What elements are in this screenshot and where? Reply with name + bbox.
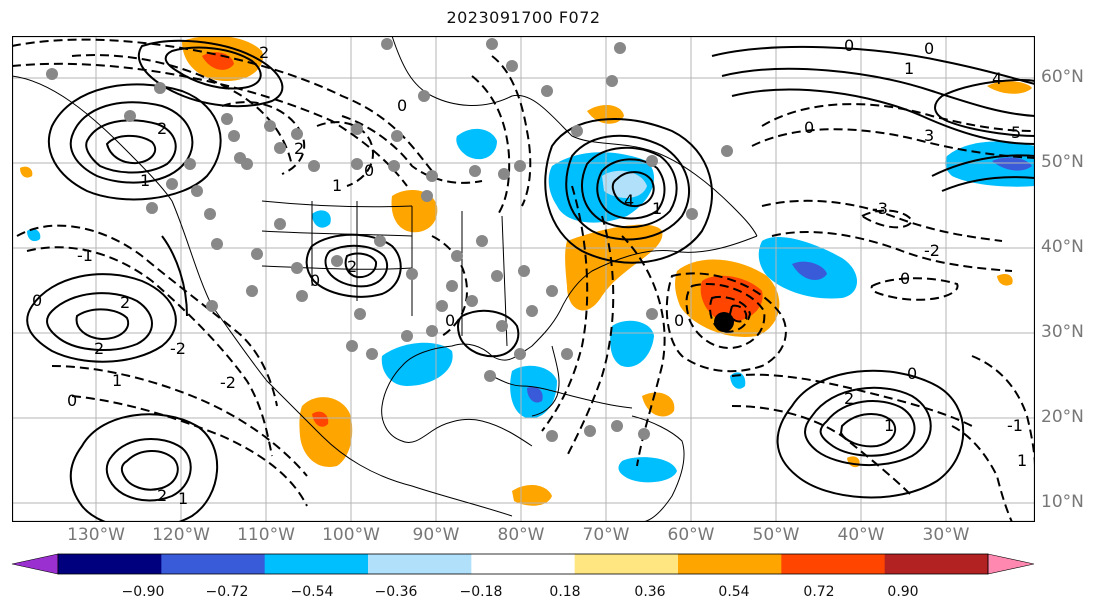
contour-label: 1 <box>1017 451 1027 470</box>
storm-center-marker <box>714 312 734 332</box>
contour-label: 2 <box>347 257 357 276</box>
colorbar-extend-high <box>987 553 1035 575</box>
colorbar-segment <box>574 554 679 574</box>
colorbar-tick: −0.18 <box>459 584 503 600</box>
contour-label: 2 <box>294 139 304 158</box>
contour-label: 0 <box>32 291 42 310</box>
colorbar-tick: 0.36 <box>634 584 666 600</box>
lat-label: 60°N <box>1041 67 1084 87</box>
contour-label: 1 <box>652 199 662 218</box>
contour-label: 0 <box>907 364 917 383</box>
lat-label: 50°N <box>1041 152 1084 172</box>
colorbar-segment <box>471 554 576 574</box>
contour-label: 0 <box>924 39 934 58</box>
colorbar-tick: −0.36 <box>374 584 418 600</box>
contour-label: -2 <box>220 373 236 392</box>
contour-label: 0 <box>310 271 320 290</box>
contour-label: -1 <box>77 246 93 265</box>
colorbar-extend-low <box>11 553 59 575</box>
contour-label: 2 <box>844 389 854 408</box>
colorbar <box>11 553 1035 575</box>
contour-label: -1 <box>1007 416 1023 435</box>
colorbar-tick: 0.18 <box>549 584 581 600</box>
lat-label: 30°N <box>1041 322 1084 342</box>
lon-label: 30°W <box>922 525 970 545</box>
contour-label: 0 <box>397 96 407 115</box>
colorbar-segment <box>678 554 782 574</box>
contour-label: 2 <box>259 43 269 62</box>
contour-label: -2 <box>170 339 186 358</box>
colorbar-tick: 0.72 <box>803 584 835 600</box>
contour-label: 1 <box>904 59 914 78</box>
colorbar-segment <box>884 554 989 574</box>
lat-label: 40°N <box>1041 237 1084 257</box>
positive-contours <box>26 39 1035 522</box>
contour-label: 5 <box>1011 123 1021 142</box>
contour-label: 2 <box>94 339 104 358</box>
colorbar-border <box>57 553 989 575</box>
lon-label: 70°W <box>582 525 630 545</box>
lon-label: 90°W <box>412 525 460 545</box>
lon-label: 50°W <box>752 525 800 545</box>
contour-label: 3 <box>924 126 934 145</box>
contour-label: 1 <box>112 371 122 390</box>
contour-label: 2 <box>120 293 130 312</box>
contour-label: 2 <box>157 119 167 138</box>
colorbar-tick: 0.90 <box>887 584 919 600</box>
contour-label: 4 <box>992 69 1002 88</box>
lon-label: 100°W <box>322 525 380 545</box>
contour-label: 2 <box>157 486 167 505</box>
weather-map: 0 0 1 4 5 3 0 -3 -2 0 0 2 1 -1 1 2 2 2 1… <box>12 36 1035 522</box>
contour-labels: 0 0 1 4 5 3 0 -3 -2 0 0 2 1 -1 1 2 2 2 1… <box>32 36 1027 508</box>
contour-label: 1 <box>178 489 188 508</box>
lon-label: 40°W <box>837 525 885 545</box>
colorbar-segment <box>161 554 266 574</box>
contour-label: 1 <box>140 171 150 190</box>
lon-label: 120°W <box>152 525 210 545</box>
shaded-anomalies <box>20 36 1035 506</box>
lat-label: 10°N <box>1041 492 1084 512</box>
contour-label: 1 <box>332 176 342 195</box>
colorbar-tick: −0.72 <box>205 584 249 600</box>
colorbar-tick: −0.90 <box>121 584 165 600</box>
coastlines <box>12 36 758 522</box>
contour-label: 0 <box>674 311 684 330</box>
station-dots <box>46 38 733 442</box>
colorbar-segment <box>368 554 472 574</box>
colorbar-tick: −0.54 <box>290 584 334 600</box>
contour-label: 0 <box>804 118 814 137</box>
contour-label: 0 <box>445 311 455 330</box>
negative-contours <box>12 38 1035 522</box>
contour-label: 1 <box>884 416 894 435</box>
colorbar-tick: 0.54 <box>718 584 750 600</box>
map-title: 2023091700 F072 <box>446 8 601 27</box>
contour-label: 4 <box>624 191 634 210</box>
lon-label: 80°W <box>497 525 545 545</box>
lat-label: 20°N <box>1041 407 1084 427</box>
contour-label: 0 <box>67 391 77 410</box>
colorbar-segment <box>264 554 369 574</box>
contour-label: 0 <box>900 269 910 288</box>
lon-label: 60°W <box>667 525 715 545</box>
colorbar-segment <box>58 554 162 574</box>
colorbar-segment <box>781 554 886 574</box>
contour-label: -3 <box>872 199 888 218</box>
lon-label: 110°W <box>237 525 295 545</box>
contour-label: 0 <box>364 161 374 180</box>
contour-label: -2 <box>924 241 940 260</box>
contour-label: 0 <box>844 36 854 55</box>
lon-label: 130°W <box>67 525 125 545</box>
